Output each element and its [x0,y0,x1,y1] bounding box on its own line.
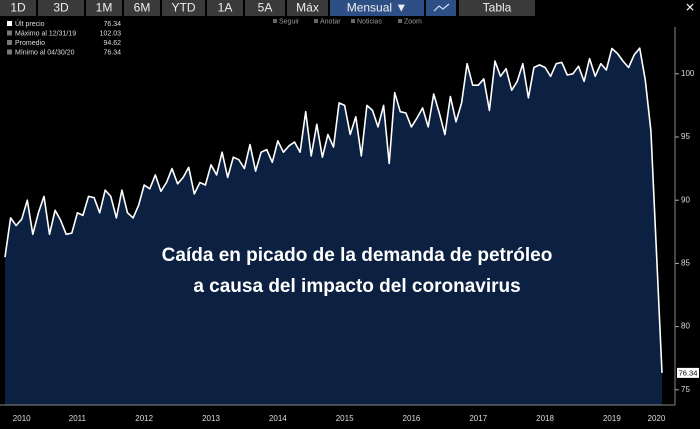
legend-label: Máximo al 12/31/19 [15,30,76,37]
legend-icon [7,30,12,36]
y-tick-label: 95 [681,132,690,141]
x-tick-label: 2015 [336,414,354,423]
x-tick-label: 2014 [269,414,287,423]
toolbar-button[interactable] [124,0,160,16]
toolbar-button-label[interactable]: 1D [10,1,26,15]
x-tick-label: 2019 [603,414,621,423]
x-tick-label: 2017 [469,414,487,423]
legend-icon [7,49,12,55]
action-link[interactable]: Seguir [279,18,300,25]
x-tick-label: 2010 [13,414,31,423]
action-icon [398,19,402,23]
toolbar-button[interactable] [245,0,285,16]
y-tick-label: 90 [681,195,690,204]
toolbar-button-label[interactable]: 1A [218,1,233,15]
toolbar-button-label[interactable]: 3D [53,1,69,15]
toolbar-button-label[interactable]: 1M [96,1,113,15]
last-value-box [677,367,699,378]
legend-value: 76.34 [103,49,121,56]
action-icon [273,19,277,23]
annotation: a causa del impacto del coronavirus [193,276,520,297]
legend-value: 94.62 [103,40,121,47]
legend-box [4,18,124,60]
area-fill [5,48,662,405]
toolbar-button-label[interactable]: Tabla [483,1,512,15]
action-icon [314,19,318,23]
toolbar-button-label[interactable]: 5A [258,1,273,15]
action-link[interactable]: Noticias [357,18,382,25]
legend-value: 76.34 [103,21,121,28]
toolbar-button[interactable] [0,0,36,16]
legend-label: Promedio [15,40,45,47]
y-tick-label: 80 [681,322,690,331]
x-tick-label: 2011 [69,414,87,423]
action-link[interactable]: Anotar [320,18,341,25]
legend-label: Últ precio [15,19,45,28]
x-tick-label: 2016 [403,414,421,423]
x-tick-label: 2018 [536,414,554,423]
toolbar-button[interactable] [330,0,424,16]
toolbar-button[interactable] [287,0,328,16]
action-icon [351,19,355,23]
annotation: Caída en picado de la demanda de petróle… [162,245,553,266]
legend-icon [7,40,12,45]
legend-icon [7,21,12,26]
x-tick-label: 2013 [202,414,220,423]
toolbar-button-label[interactable]: YTD [172,1,196,15]
toolbar-button[interactable] [38,0,84,16]
y-tick-label: 85 [681,259,690,268]
chart-icon [433,3,450,12]
legend-label: Mínimo al 04/30/20 [15,49,75,56]
y-tick-label: 100 [681,69,695,78]
toolbar-button-label[interactable]: Mensual ▼ [347,1,408,15]
last-value-label: 76.34 [679,368,698,377]
y-tick-label: 75 [681,385,690,394]
toolbar-button-label[interactable]: 6M [134,1,151,15]
legend-value: 102.03 [100,30,122,37]
action-link[interactable]: Zoom [404,18,422,25]
close-button[interactable]: ✕ [685,1,695,15]
toolbar-button[interactable] [459,0,535,16]
toolbar-button[interactable] [207,0,243,16]
toolbar-button-label[interactable]: Máx [296,1,319,15]
toolbar-button[interactable] [162,0,205,16]
x-tick-label: 2012 [135,414,153,423]
x-tick-label: 2020 [648,414,666,423]
toolbar-button[interactable] [86,0,122,16]
price-line [4,47,663,373]
